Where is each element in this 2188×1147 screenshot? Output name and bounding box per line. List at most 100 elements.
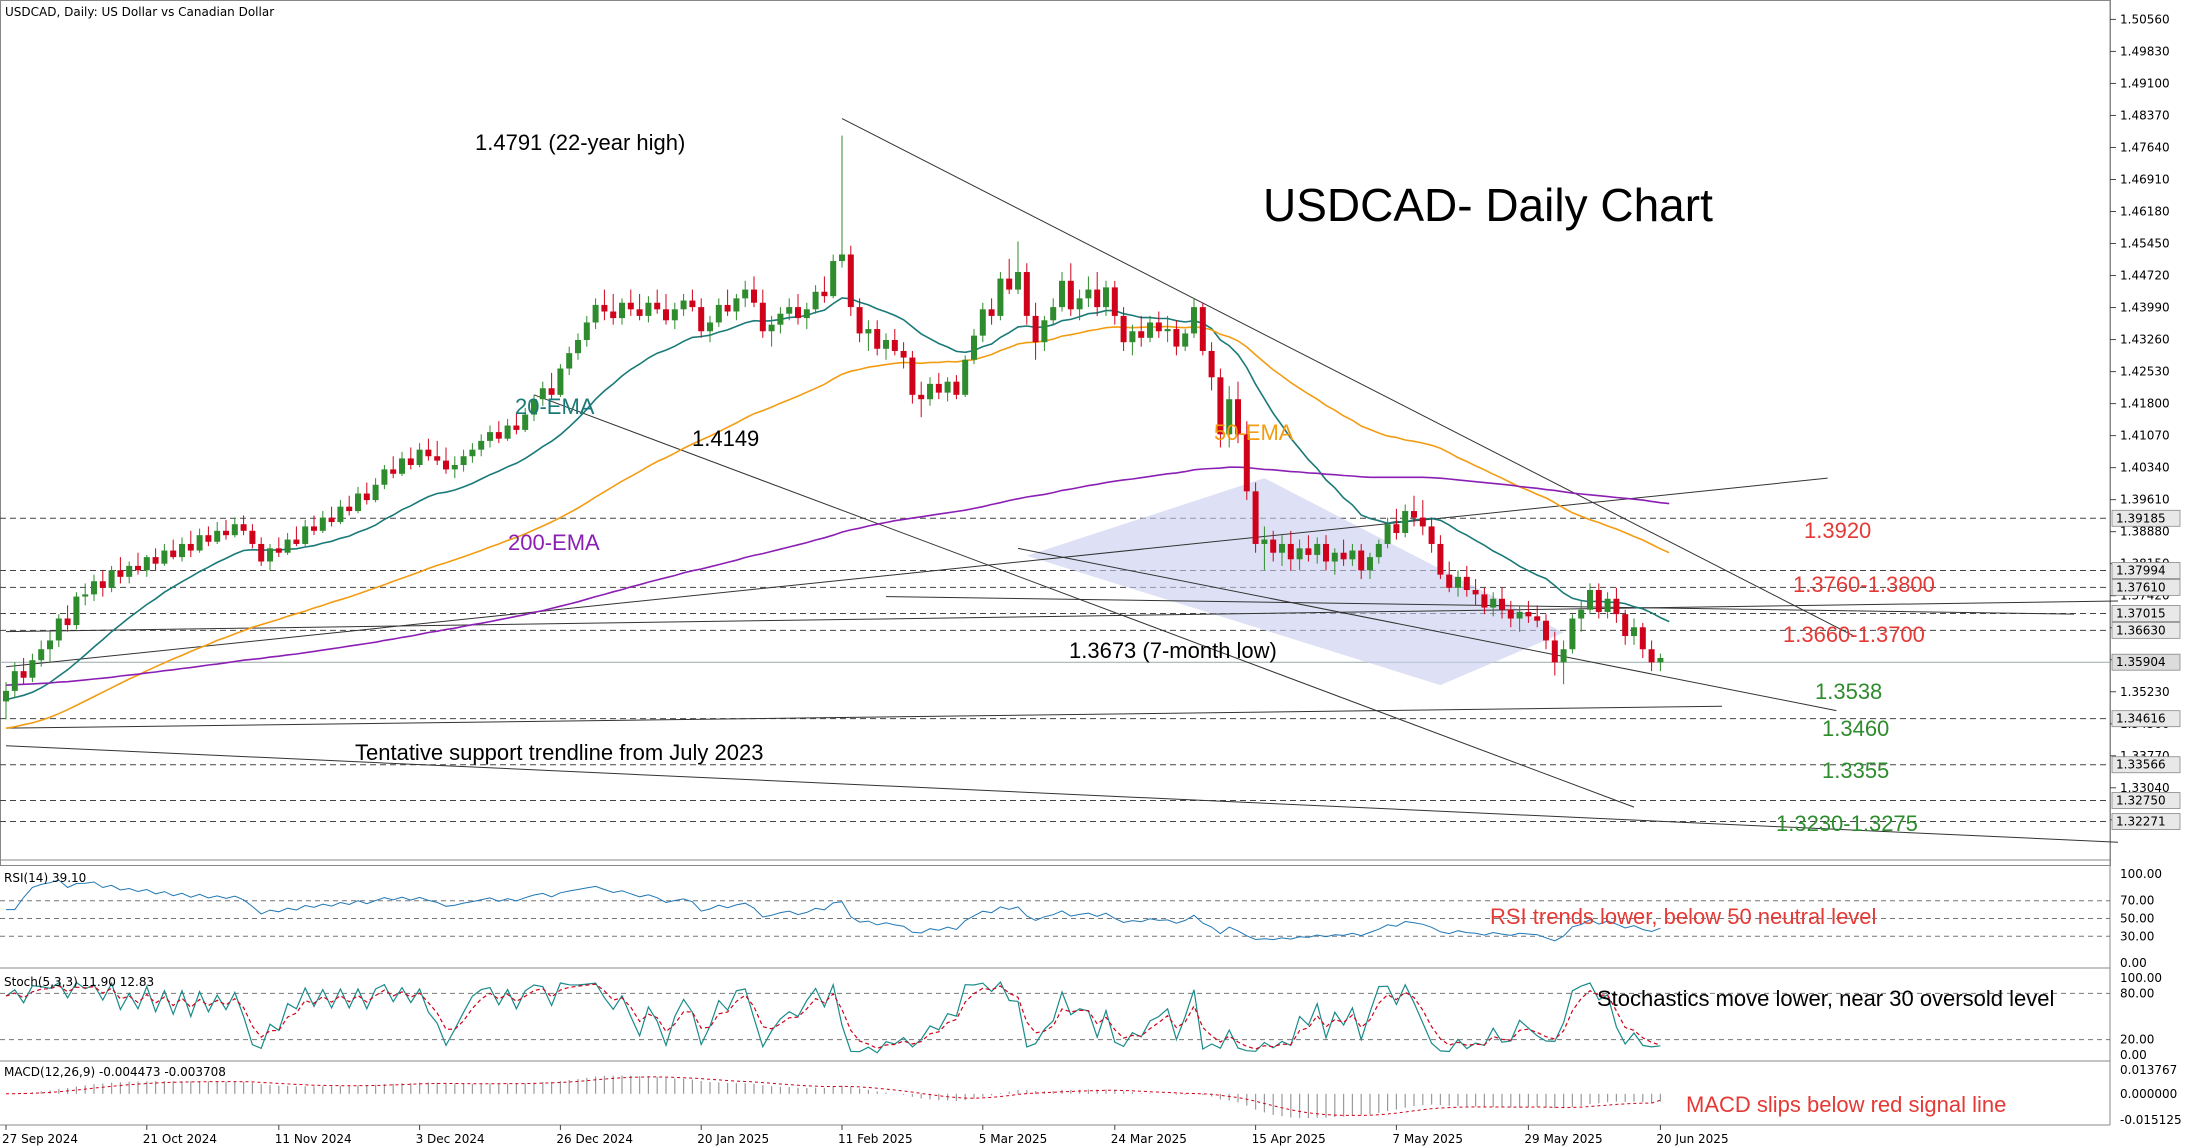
candle-body <box>117 570 124 577</box>
candle-body <box>152 557 159 564</box>
candle-body <box>55 618 62 641</box>
support-1: 1.3538 <box>1815 679 1882 704</box>
lower-channel-line <box>533 394 1635 808</box>
candle-body <box>231 524 238 536</box>
price-level-label: 1.34616 <box>2116 712 2166 726</box>
candle-body <box>768 324 775 332</box>
ema-line-200-ema <box>5 466 1670 686</box>
indicator-tick-label: 0.00 <box>2120 956 2147 970</box>
candle-body <box>355 493 361 512</box>
tentative-support-trendline <box>5 705 1723 729</box>
candle-body <box>583 322 590 341</box>
candle-body <box>803 309 810 319</box>
candle-body <box>759 302 766 332</box>
candle-body <box>1358 550 1365 571</box>
y-tick-label: 1.50560 <box>2120 12 2170 26</box>
macd-label: MACD(12,26,9) -0.004473 -0.003708 <box>4 1065 226 1079</box>
candle-body <box>1155 322 1162 332</box>
bottom-trendline <box>885 596 2075 615</box>
candle-body <box>82 594 89 597</box>
horizontal-levels <box>0 517 2110 823</box>
candle-body <box>707 322 713 332</box>
candle-body <box>1147 322 1153 338</box>
candle-body <box>742 289 749 299</box>
indicator-tick-label: 0.000000 <box>2120 1087 2177 1101</box>
y-tick-label: 1.38880 <box>2120 525 2170 539</box>
candle-body <box>539 388 546 400</box>
y-tick-label: 1.43260 <box>2120 333 2170 347</box>
candle-body <box>1463 576 1470 591</box>
candle-body <box>20 671 27 678</box>
candle-body <box>64 618 71 626</box>
candle-body <box>1367 557 1373 571</box>
candle-body <box>1006 278 1013 290</box>
candle-body <box>1296 548 1303 560</box>
candle-body <box>1305 548 1312 555</box>
candle-body <box>610 311 617 319</box>
resistance-1: 1.3920 <box>1804 518 1871 543</box>
candle-body <box>337 506 344 523</box>
candle-body <box>1076 298 1083 310</box>
price-axis: 1.50560 1.49830 1.49100 1.48370 1.47640 1.469… <box>2110 12 2181 830</box>
stoch-label: Stoch(5,3,3) 11.90 12.83 <box>4 975 154 989</box>
channel-shading <box>1026 478 1564 686</box>
candle-body <box>1569 618 1576 650</box>
stoch-d-line <box>5 983 1661 1050</box>
candle-body <box>786 307 793 314</box>
candle-body <box>293 539 300 544</box>
candle-body <box>99 581 106 588</box>
candle-body <box>126 565 133 577</box>
candle-body <box>839 254 845 262</box>
indicator-tick-label: 50.00 <box>2120 912 2154 926</box>
candle-body <box>399 458 405 474</box>
main-panel-frame <box>0 0 2111 866</box>
candle-body <box>275 548 282 553</box>
candle-body <box>1631 627 1637 637</box>
candle-body <box>1041 320 1048 343</box>
candle-body <box>469 449 476 457</box>
x-tick-label: 20 Jan 2025 <box>697 1132 769 1146</box>
candle-body <box>1604 598 1611 612</box>
x-tick-label: 11 Nov 2024 <box>275 1132 352 1146</box>
candle-body <box>1534 616 1541 621</box>
candle-body <box>363 493 370 501</box>
candle-body <box>592 304 599 323</box>
candle-body <box>715 304 722 323</box>
candle-body <box>196 535 203 551</box>
price-level-box <box>2111 792 2181 809</box>
indicator-tick-label: 0.013767 <box>2120 1063 2177 1077</box>
candle-body <box>847 254 854 308</box>
candle-body <box>1182 333 1189 347</box>
indicator-tick-label: 100.00 <box>2120 867 2162 881</box>
candle-body <box>724 304 731 312</box>
candle-body <box>830 261 837 297</box>
price-level-box <box>2111 621 2181 639</box>
candle-body <box>1402 511 1409 533</box>
candle-body <box>346 506 353 512</box>
candle-body <box>1481 594 1488 608</box>
candle-body <box>1525 611 1532 617</box>
candles <box>3 135 1664 720</box>
candle-body <box>636 309 643 316</box>
chart-title: USDCAD- Daily Chart <box>1263 179 1713 231</box>
candle-body <box>1199 307 1206 351</box>
long-downward-trendline <box>5 745 2119 843</box>
candle-body <box>47 640 53 650</box>
candle-body <box>671 309 678 321</box>
indicator-tick-label: 30.00 <box>2120 929 2154 943</box>
candle-body <box>1437 543 1444 575</box>
candle-body <box>205 535 212 542</box>
price-level-label: 1.36630 <box>2116 623 2166 637</box>
candle-body <box>680 300 687 310</box>
candle-body <box>1023 272 1030 316</box>
mid-channel-line <box>1017 547 1837 712</box>
candle-body <box>522 414 529 430</box>
seven-month-low-annotation: 1.3673 (7-month low) <box>1069 638 1277 663</box>
candle-body <box>38 649 45 661</box>
y-tick-label: 1.40340 <box>2120 461 2170 475</box>
candle-body <box>1287 543 1294 560</box>
indicator-tick-label: 20.00 <box>2120 1033 2154 1047</box>
long-support-trendline <box>5 600 2119 633</box>
candle-body <box>1340 552 1347 560</box>
candle-body <box>865 329 872 334</box>
